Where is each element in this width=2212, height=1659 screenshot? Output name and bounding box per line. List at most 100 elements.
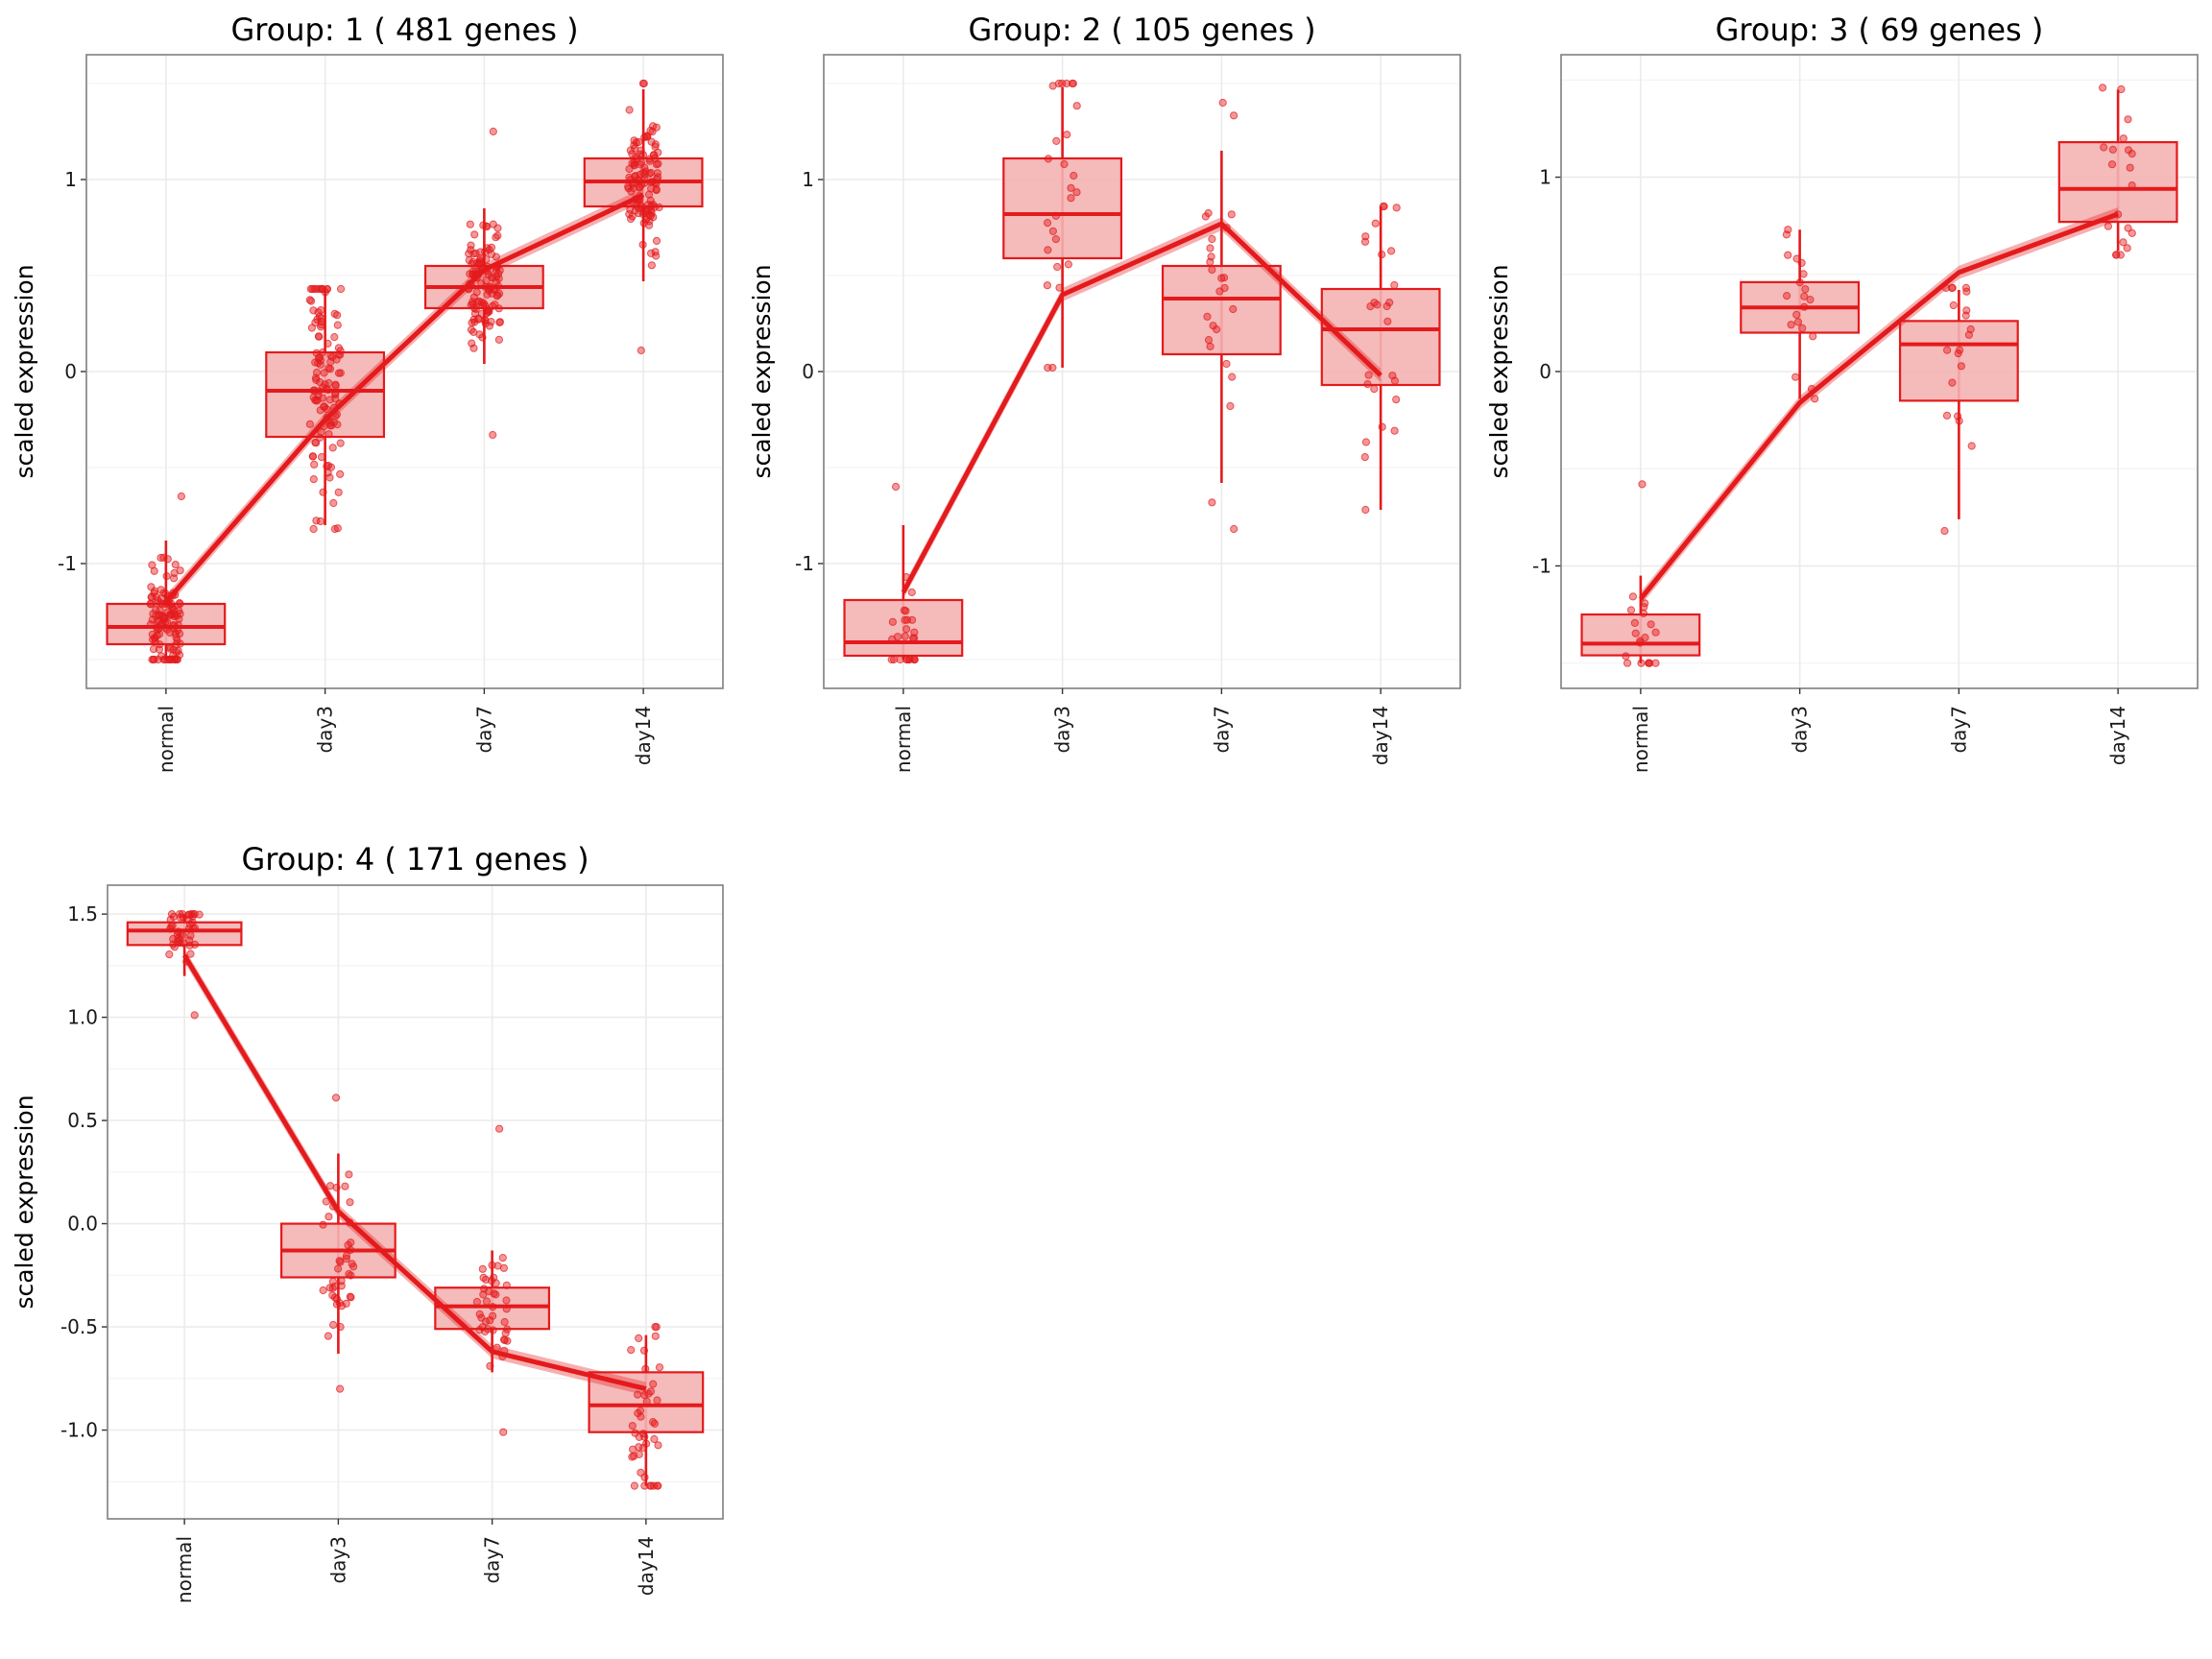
data-point [652, 175, 661, 183]
data-point [331, 1094, 341, 1102]
data-point [342, 1299, 350, 1308]
data-point [495, 1124, 504, 1133]
data-point [467, 325, 475, 334]
data-point [1208, 498, 1216, 507]
data-point [466, 220, 474, 228]
data-point [487, 250, 496, 258]
data-point [156, 606, 164, 614]
data-point [637, 1407, 645, 1415]
data-point [1219, 274, 1229, 282]
y-axis-title: scaled expression [748, 264, 776, 478]
data-point [489, 127, 497, 136]
data-point [308, 452, 317, 461]
data-point [331, 380, 340, 389]
data-point [177, 492, 185, 501]
points-day14 [627, 1323, 664, 1490]
y-tick-label: 0 [1539, 360, 1551, 383]
data-point [1206, 342, 1214, 350]
data-point [482, 1297, 491, 1306]
points-day14 [2099, 84, 2136, 259]
data-point [1793, 318, 1803, 326]
data-point [325, 430, 333, 439]
y-tick-label: 1.0 [67, 1006, 98, 1029]
data-point [1791, 373, 1800, 381]
data-point [910, 655, 919, 664]
data-point [486, 1361, 494, 1370]
data-point [637, 180, 646, 189]
data-point [152, 612, 160, 620]
data-point [498, 1254, 507, 1262]
data-point [170, 574, 179, 583]
data-point [150, 566, 158, 575]
y-tick-label: -0.5 [60, 1315, 98, 1338]
data-point [642, 1397, 651, 1406]
data-point [629, 1445, 637, 1454]
data-point [1207, 252, 1215, 261]
plot-frame [823, 54, 1461, 689]
x-tick-label: day3 [326, 1536, 349, 1584]
data-point [314, 392, 323, 400]
data-point [1072, 102, 1081, 110]
x-tick-label: day7 [481, 1536, 504, 1584]
data-point [2112, 251, 2121, 259]
data-point [319, 1220, 327, 1229]
data-point [146, 599, 155, 608]
data-point [644, 190, 654, 199]
data-point [1053, 262, 1062, 272]
data-point [1967, 442, 1976, 450]
data-point [654, 148, 662, 156]
data-point [489, 430, 497, 440]
data-point [1966, 325, 1975, 334]
data-point [341, 1182, 349, 1190]
data-point [635, 209, 643, 218]
data-point [1387, 247, 1396, 255]
data-point [1800, 302, 1809, 311]
data-point [2119, 134, 2128, 143]
data-point [626, 205, 635, 214]
data-point [312, 368, 322, 377]
data-point [627, 1346, 636, 1355]
data-point [1209, 322, 1217, 330]
x-tick-label: normal [1629, 706, 1652, 773]
x-tick-label: day7 [1210, 706, 1233, 754]
data-point [178, 910, 187, 919]
data-point [1227, 210, 1236, 219]
data-point [472, 288, 481, 297]
data-point [1638, 480, 1647, 489]
data-point [342, 1252, 350, 1261]
data-point [1363, 380, 1372, 389]
box-normal [843, 482, 964, 664]
data-point [486, 282, 494, 291]
x-tick-label: day7 [1947, 706, 1970, 754]
data-point [488, 1261, 496, 1270]
data-point [147, 583, 156, 591]
data-point [1044, 246, 1052, 254]
data-point [328, 444, 337, 452]
data-point [652, 236, 661, 245]
data-point [644, 1389, 653, 1398]
data-point [1949, 301, 1958, 310]
data-point [1364, 371, 1373, 379]
data-point [635, 1334, 643, 1343]
data-point [651, 1323, 660, 1332]
data-point [308, 284, 317, 294]
panel-title: Group: 3 ( 69 genes ) [1716, 12, 2044, 48]
data-point [336, 347, 345, 355]
data-point [642, 1439, 651, 1448]
x-tick-label: day3 [314, 706, 337, 754]
data-point [325, 1213, 333, 1221]
data-point [902, 655, 912, 664]
data-point [493, 224, 502, 232]
data-point [2100, 143, 2108, 152]
data-point [1787, 321, 1795, 329]
data-point [159, 553, 168, 563]
data-point [646, 196, 655, 204]
data-point [643, 205, 653, 214]
x-tick-label: day14 [632, 706, 655, 765]
data-point [336, 1384, 345, 1393]
data-point [1800, 292, 1809, 301]
data-point [1052, 136, 1061, 145]
data-point [1361, 505, 1370, 515]
data-point [628, 158, 637, 168]
data-point [910, 628, 919, 637]
